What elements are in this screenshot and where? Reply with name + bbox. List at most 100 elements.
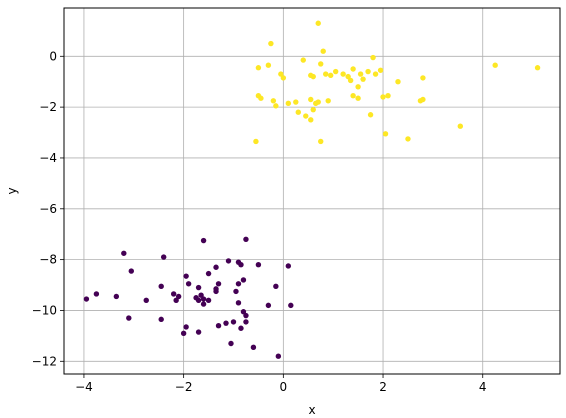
y-tick-label: −4	[39, 151, 57, 165]
yellow-cluster-point	[273, 103, 279, 109]
yellow-cluster-point	[457, 123, 464, 129]
yellow-cluster-point	[385, 92, 391, 99]
yellow-cluster-point	[258, 95, 264, 101]
yellow-cluster-point	[320, 48, 326, 54]
purple-cluster-point	[230, 319, 237, 325]
yellow-cluster-point	[303, 113, 309, 119]
purple-cluster-point	[198, 292, 204, 298]
purple-cluster-point	[240, 277, 247, 283]
purple-cluster-point	[213, 264, 219, 270]
purple-cluster-point	[160, 254, 167, 260]
yellow-cluster-point	[492, 62, 498, 68]
purple-cluster-point	[195, 329, 202, 335]
purple-cluster-point	[240, 309, 247, 315]
purple-cluster-point	[170, 291, 177, 297]
purple-cluster-point	[225, 258, 232, 264]
purple-cluster-point	[285, 263, 292, 269]
y-tick-label: −2	[39, 100, 57, 114]
yellow-cluster-point	[350, 92, 356, 99]
yellow-cluster-point	[315, 20, 321, 26]
yellow-cluster-point	[308, 117, 314, 123]
purple-cluster-point	[180, 330, 187, 337]
yellow-cluster-point	[295, 109, 301, 115]
purple-cluster-point	[228, 340, 234, 347]
yellow-cluster-point	[318, 138, 324, 145]
purple-cluster-point	[275, 353, 282, 359]
purple-cluster-point	[215, 323, 222, 329]
plot-frame	[63, 7, 561, 375]
yellow-cluster-point	[395, 79, 401, 85]
purple-cluster-point	[243, 312, 249, 319]
x-tick-label: 0	[280, 380, 288, 394]
purple-cluster-point	[243, 319, 249, 325]
purple-cluster-point	[121, 250, 127, 256]
purple-cluster-point	[255, 262, 262, 268]
purple-cluster-point	[183, 324, 189, 330]
yellow-cluster-point	[278, 71, 284, 77]
yellow-cluster-point	[360, 76, 366, 82]
yellow-cluster-point	[372, 71, 379, 77]
grid-lines	[64, 8, 560, 374]
purple-cluster-point	[288, 302, 294, 309]
purple-cluster-point	[175, 293, 182, 300]
y-tick-label: −12	[32, 354, 57, 368]
yellow-cluster-point	[268, 40, 274, 47]
purple-cluster-point	[158, 316, 164, 323]
y-axis-ticks: −12 −10 −8 −6 −4 −2 0	[32, 49, 64, 368]
purple-cluster-point	[215, 281, 222, 287]
yellow-cluster-point	[315, 99, 321, 105]
purple-cluster-point	[126, 315, 132, 321]
x-tick-label: 2	[379, 380, 387, 394]
purple-cluster-point	[158, 283, 164, 290]
purple-cluster-point	[200, 301, 207, 307]
purple-cluster-point	[183, 273, 189, 279]
purple-cluster-point	[233, 288, 239, 295]
purple-cluster-point	[185, 281, 192, 287]
purple-cluster-point	[83, 296, 90, 302]
y-axis-label: y	[5, 187, 19, 194]
purple-cluster-point	[200, 296, 207, 302]
x-axis-ticks: −4 −2 0 2 4	[75, 374, 487, 394]
y-tick-label: −6	[39, 202, 57, 216]
y-tick-label: 0	[49, 49, 57, 63]
yellow-cluster-point	[355, 84, 361, 90]
yellow-cluster-point	[420, 96, 426, 103]
x-tick-label: 4	[479, 380, 487, 394]
yellow-cluster-point	[350, 66, 356, 72]
yellow-cluster-point	[300, 57, 306, 63]
yellow-cluster-point	[308, 96, 314, 103]
yellow-cluster-point	[293, 99, 299, 105]
yellow-cluster-point	[310, 73, 316, 80]
x-axis-label: x	[308, 403, 315, 417]
yellow-cluster-point	[377, 67, 384, 73]
yellow-cluster-point	[327, 72, 334, 79]
purple-cluster-point	[143, 297, 149, 303]
purple-cluster-point	[213, 286, 219, 292]
yellow-cluster-point	[345, 73, 351, 80]
x-tick-label: −4	[75, 380, 93, 394]
purple-cluster-point	[173, 297, 179, 303]
yellow-cluster-point	[280, 75, 287, 81]
yellow-cluster-point	[270, 98, 277, 104]
data-points	[83, 20, 541, 359]
yellow-cluster-point	[420, 75, 426, 81]
y-tick-label: −8	[39, 253, 57, 267]
yellow-cluster-point	[534, 65, 541, 71]
yellow-cluster-point	[380, 94, 386, 100]
purple-cluster-point	[193, 295, 199, 301]
yellow-cluster-point	[310, 106, 316, 113]
purple-cluster-point	[93, 291, 100, 297]
purple-cluster-point	[195, 284, 202, 291]
yellow-cluster-point	[325, 98, 331, 104]
yellow-cluster-point	[285, 100, 292, 107]
purple-cluster-point	[128, 268, 134, 274]
yellow-cluster-point	[255, 65, 262, 71]
yellow-cluster-point	[347, 77, 354, 84]
yellow-cluster-point	[370, 54, 376, 61]
purple-cluster-point	[273, 283, 279, 290]
purple-cluster-point	[200, 237, 207, 244]
x-tick-label: −2	[175, 380, 193, 394]
yellow-cluster-point	[382, 131, 389, 137]
yellow-cluster-point	[340, 71, 346, 77]
